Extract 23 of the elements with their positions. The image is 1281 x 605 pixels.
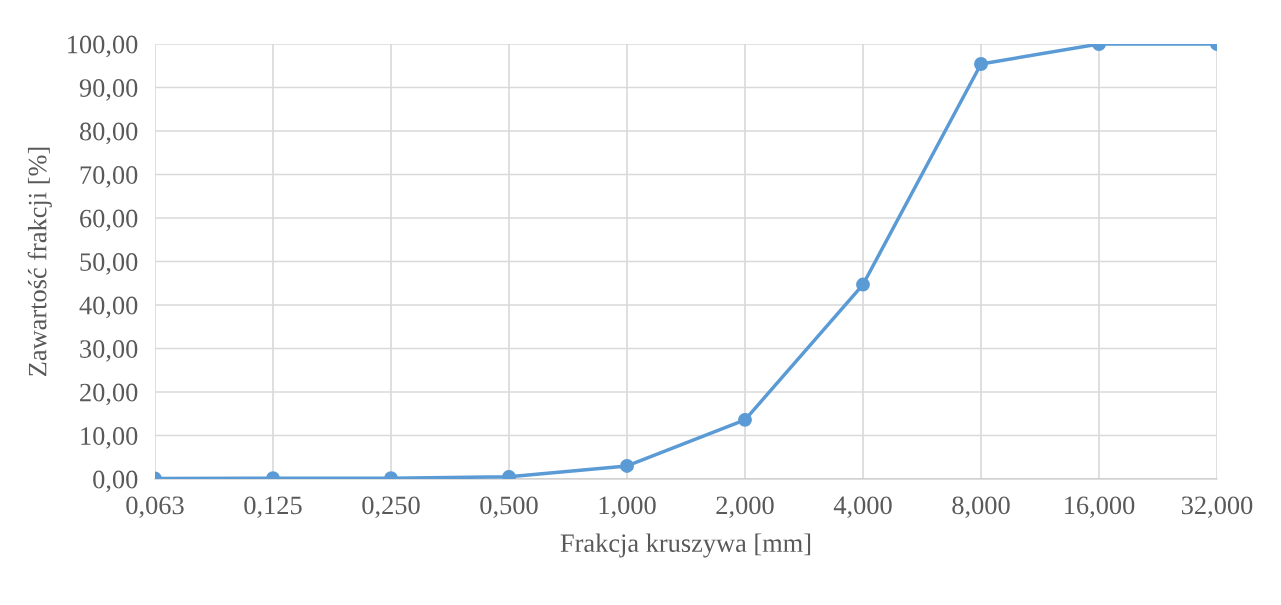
- y-tick-label: 60,00: [80, 209, 138, 232]
- y-tick-label: 0,00: [93, 470, 138, 493]
- y-tick-label: 70,00: [80, 166, 138, 188]
- x-tick-label: 16,000: [1065, 496, 1135, 519]
- x-tick-label: 32,000: [1181, 496, 1253, 519]
- x-tick-label: 0,063: [126, 496, 184, 519]
- x-tick-label: 0,500: [480, 496, 538, 519]
- y-tick-label: 20,00: [80, 383, 138, 406]
- x-tick-label: 0,250: [362, 496, 420, 519]
- y-tick-label: 50,00: [80, 253, 138, 275]
- y-tick-label: 90,00: [79, 79, 138, 101]
- x-tick-label: 8,000: [952, 496, 1010, 519]
- y-tick-label: 100,00: [68, 35, 138, 58]
- y-tick-label: 80,00: [79, 122, 138, 145]
- y-axis-title: Zawartość frakcji [%]: [27, 147, 52, 376]
- x-axis-title: Frakcja kruszywa [mm]: [560, 533, 811, 558]
- x-tick-label: 2,000: [716, 496, 774, 519]
- x-tick-label: 1,000: [599, 496, 656, 519]
- y-tick-label: 30,00: [80, 340, 138, 362]
- y-tick-label: 40,00: [79, 296, 138, 319]
- x-tick-label: 0,125: [244, 496, 302, 519]
- x-tick-label: 4,000: [833, 496, 892, 519]
- y-tick-label: 10,00: [81, 427, 138, 449]
